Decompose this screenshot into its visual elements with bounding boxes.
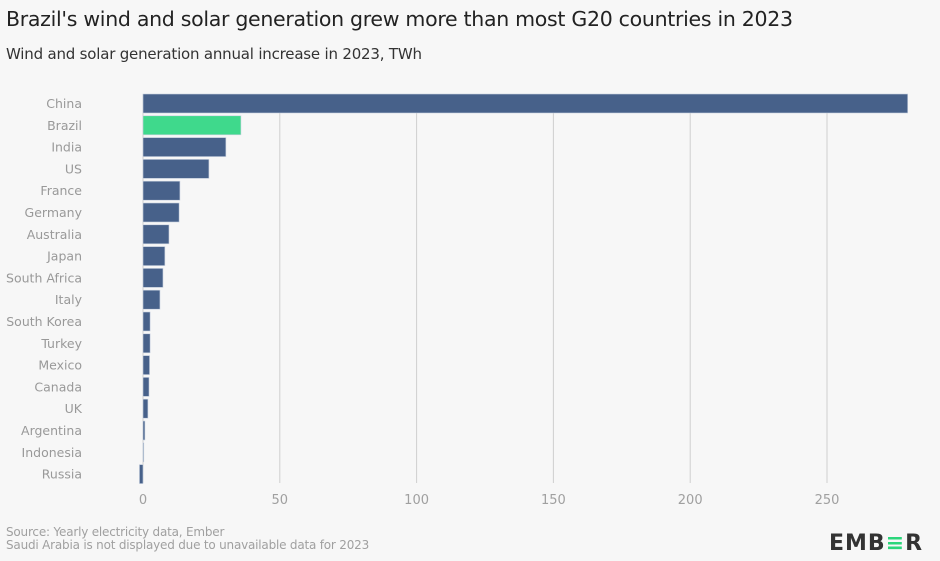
chart-subtitle: Wind and solar generation annual increas… xyxy=(6,45,422,63)
category-label: Mexico xyxy=(38,358,82,373)
bar-russia xyxy=(139,464,144,484)
bar-mexico xyxy=(142,355,150,375)
category-labels: China Brazil India US France Germany Australia… xyxy=(6,96,83,482)
category-label: China xyxy=(46,96,82,111)
bar-uk xyxy=(142,398,149,419)
category-label: South Africa xyxy=(6,270,82,285)
x-tick-label: 250 xyxy=(815,493,840,508)
category-label: Japan xyxy=(46,249,82,264)
category-label: France xyxy=(40,183,82,198)
bar-turkey xyxy=(142,333,151,354)
category-label: US xyxy=(65,161,82,176)
bar-italy xyxy=(142,289,161,310)
category-label: Italy xyxy=(55,292,83,307)
x-axis-ticks: 0 50 100 150 200 250 xyxy=(139,493,840,508)
x-tick-label: 100 xyxy=(404,493,429,508)
x-tick-label: 200 xyxy=(678,493,703,508)
category-label: Turkey xyxy=(40,336,82,351)
grid-lines xyxy=(142,94,828,483)
bars xyxy=(139,93,909,484)
category-label: Brazil xyxy=(47,118,82,133)
bar-india xyxy=(142,137,227,157)
bar-south-africa xyxy=(142,268,164,288)
footer: Source: Yearly electricity data, Ember S… xyxy=(6,526,369,552)
bar-france xyxy=(142,180,181,201)
logo-accent: ≡ xyxy=(885,531,906,556)
bar-indonesia xyxy=(142,442,145,463)
ember-logo: EMB≡R xyxy=(829,531,924,556)
x-tick-label: 0 xyxy=(139,493,147,508)
category-label: India xyxy=(51,140,82,155)
source-note: Source: Yearly electricity data, Ember xyxy=(6,525,225,539)
category-label: Indonesia xyxy=(22,445,82,460)
bar-australia xyxy=(142,224,170,245)
bar-us xyxy=(142,159,210,179)
category-label: Germany xyxy=(25,205,83,220)
category-label: Argentina xyxy=(21,423,82,438)
bar-china xyxy=(142,93,909,114)
category-label: Australia xyxy=(27,227,82,242)
x-tick-label: 50 xyxy=(272,493,289,508)
bar-brazil xyxy=(142,115,242,136)
bar-south-korea xyxy=(142,311,151,332)
bar-canada xyxy=(142,377,150,397)
chart-title: Brazil's wind and solar generation grew … xyxy=(6,7,793,31)
category-label: UK xyxy=(65,401,83,416)
x-tick-label: 150 xyxy=(541,493,566,508)
category-label: Russia xyxy=(42,467,82,482)
data-note: Saudi Arabia is not displayed due to una… xyxy=(6,538,370,552)
bar-japan xyxy=(142,246,166,266)
category-label: Canada xyxy=(34,379,82,394)
bar-germany xyxy=(142,202,180,223)
category-label: South Korea xyxy=(6,314,82,329)
bar-argentina xyxy=(142,420,146,441)
